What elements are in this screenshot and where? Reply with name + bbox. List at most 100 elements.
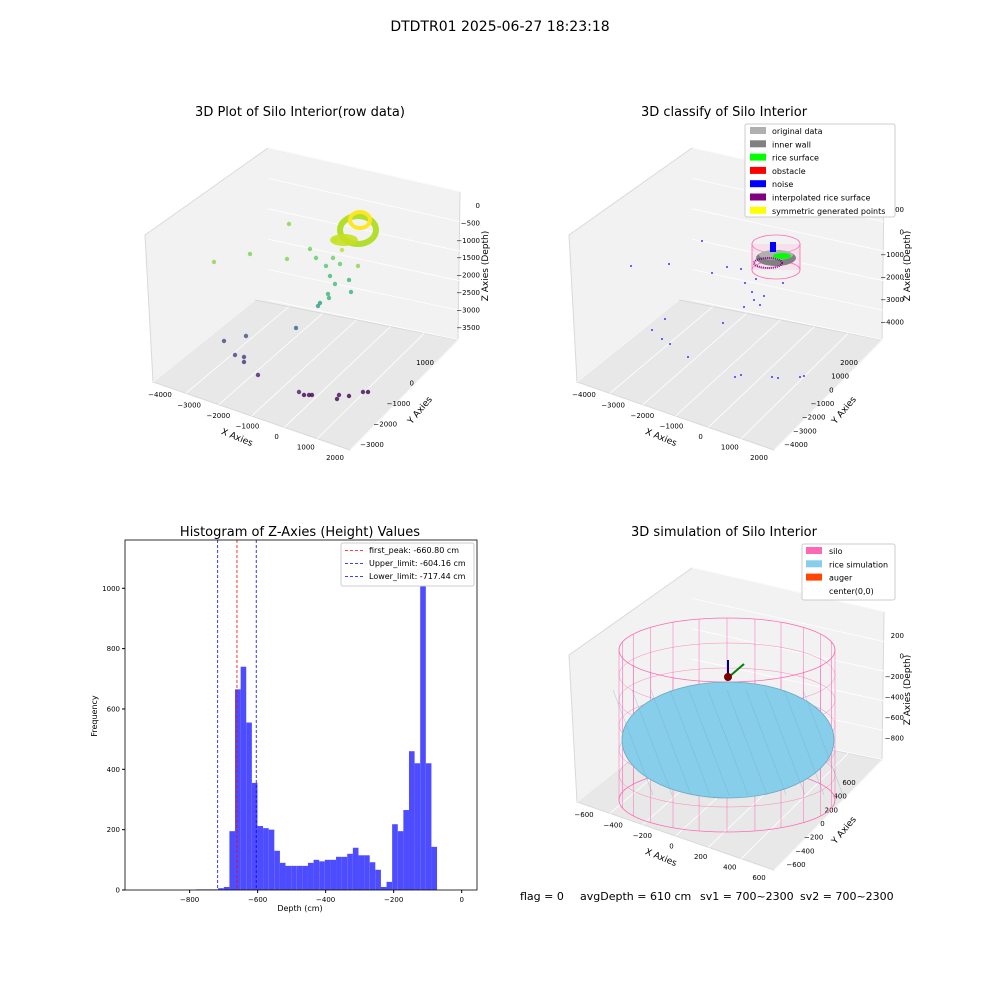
histogram-bar bbox=[403, 810, 409, 890]
plot2-noise-point bbox=[630, 265, 632, 267]
plot1-point-cluster bbox=[337, 213, 379, 247]
plot2-grid-line bbox=[773, 339, 883, 451]
plot1-point bbox=[307, 246, 313, 252]
plot1-xtick: 1000 bbox=[297, 444, 315, 452]
histogram-bar bbox=[420, 556, 426, 890]
plot4-ztick: −400 bbox=[885, 694, 904, 702]
plot2-ytick: 2000 bbox=[840, 359, 858, 367]
histogram-bar bbox=[364, 855, 370, 890]
histogram-bar bbox=[352, 847, 359, 890]
plot1-xtick: 2000 bbox=[326, 454, 344, 462]
plot1-grid-line bbox=[267, 178, 461, 222]
plot2-noise-point bbox=[722, 322, 724, 324]
plot1-xlabel: X Axies bbox=[219, 427, 254, 449]
plot1-ytick: −1000 bbox=[387, 400, 411, 408]
plot2-grid-line bbox=[708, 326, 815, 428]
histogram-bar bbox=[397, 831, 404, 890]
plot4-xtick: 0 bbox=[669, 843, 673, 851]
plot2-title: 3D classify of Silo Interior bbox=[641, 105, 808, 120]
plot4-frame: −600−400−2000200400600−600−400−200020040… bbox=[568, 567, 904, 882]
plot2-noise-point bbox=[755, 278, 757, 280]
plot2-noise-point bbox=[763, 295, 765, 297]
plot2-ytick: −2000 bbox=[802, 414, 826, 422]
plot2-grid-line bbox=[576, 299, 680, 383]
plot4-grid-line bbox=[691, 658, 885, 702]
plot4-grid-line bbox=[691, 598, 885, 642]
histogram-bar bbox=[392, 824, 398, 890]
plot2-axes: −4000−3000−2000−1000010002000−4000−3000−… bbox=[568, 123, 904, 462]
plot2-noise-point bbox=[799, 376, 801, 378]
plot1-ytick: −3000 bbox=[360, 441, 384, 449]
plot2-legend: original data inner wall rice surface obsta… bbox=[744, 123, 896, 218]
plot1-ztick: −1000 bbox=[456, 237, 480, 245]
plot1-ztick: 0 bbox=[476, 202, 480, 210]
plot4-center-point bbox=[724, 673, 732, 681]
plot1-grid-line bbox=[267, 147, 461, 193]
plot4-legend-entry: center(0,0) bbox=[829, 587, 874, 596]
plot2-legend-swatch bbox=[750, 180, 766, 188]
plot1-point bbox=[365, 389, 371, 395]
plot4-legend-entry: auger bbox=[829, 574, 853, 583]
histogram-bar bbox=[246, 722, 252, 890]
histogram-legend-entry: first_peak: -660.80 cm bbox=[369, 546, 459, 555]
plot2-interpolated-surface bbox=[753, 257, 783, 269]
plot2-grid-line bbox=[691, 299, 885, 341]
plot4-grid-line bbox=[691, 628, 885, 672]
plot2-noise-point bbox=[771, 376, 773, 378]
plot2-noise-cluster bbox=[770, 242, 776, 252]
histogram-ytick: 400 bbox=[107, 766, 120, 774]
plot4-xtick: −200 bbox=[633, 832, 652, 840]
plot1-ztick: −3500 bbox=[456, 324, 480, 332]
plot1-point bbox=[346, 277, 352, 283]
plot2-noise-point bbox=[734, 376, 736, 378]
plot1-point bbox=[247, 251, 253, 257]
plot2-xtick: 2000 bbox=[750, 454, 768, 462]
histogram-bar bbox=[302, 865, 308, 890]
plot2-legend-entry: noise bbox=[772, 180, 793, 189]
footer-flag: flag = 0 bbox=[520, 890, 564, 903]
histogram-xtick: −200 bbox=[384, 896, 403, 904]
plot2-noise-point bbox=[753, 299, 755, 301]
plot4-ytick: 200 bbox=[825, 806, 838, 814]
plot4-ytick: −600 bbox=[786, 861, 805, 869]
plot1-ztick: −500 bbox=[461, 219, 480, 227]
plot4-ztick: −600 bbox=[885, 714, 904, 722]
plot1-point bbox=[286, 221, 292, 227]
plot4-xtick: −400 bbox=[604, 822, 623, 830]
plot1-point-cluster bbox=[348, 210, 372, 230]
histogram-bar bbox=[268, 829, 275, 890]
plot4-grid-line bbox=[691, 567, 885, 613]
plot2-legend-swatch bbox=[750, 153, 766, 161]
histogram-bar bbox=[251, 782, 258, 890]
plot2-rice-surface bbox=[773, 253, 791, 259]
plot1-grid-line bbox=[267, 238, 461, 282]
plot2-ytick: 0 bbox=[829, 386, 833, 394]
plot4-xtick: −600 bbox=[574, 811, 593, 819]
histogram-bar bbox=[313, 859, 320, 890]
plot4-legend-swatch bbox=[806, 573, 822, 581]
plot2-legend-swatch bbox=[750, 166, 766, 174]
plot2-ytick: −3000 bbox=[793, 427, 817, 435]
plot1-point bbox=[309, 392, 315, 398]
plot2-noise-point bbox=[668, 263, 670, 265]
footer-sv1: sv1 = 700~2300 bbox=[700, 890, 794, 903]
plot2-legend-entry: interpolated rice surface bbox=[772, 194, 870, 203]
plot1-grid-line bbox=[218, 313, 323, 405]
plot2-grid-line bbox=[675, 319, 781, 417]
plot4-rice-mesh bbox=[688, 689, 730, 796]
histogram-xtick: −400 bbox=[316, 896, 335, 904]
histogram-legend-entry: Upper_limit: -604.16 cm bbox=[369, 559, 466, 568]
plot1-ytick: 0 bbox=[410, 380, 414, 388]
plot1-point bbox=[327, 273, 333, 279]
plot1-ztick: −2000 bbox=[456, 272, 480, 280]
plot2-noise-point bbox=[711, 272, 713, 274]
histogram-axes: −800 −600 −400 −200 0 0 200 400 600 800 1000 first_… bbox=[102, 539, 478, 904]
plot4-legend-swatch bbox=[806, 547, 822, 554]
plot4-zlabel: Z Axies (Depth) bbox=[903, 655, 913, 726]
histogram-xtick: −600 bbox=[248, 896, 267, 904]
plot1-point bbox=[337, 261, 343, 267]
plot4-rice-mesh bbox=[650, 689, 692, 796]
histogram-bar bbox=[285, 865, 292, 890]
plot2-noise-point bbox=[701, 240, 703, 242]
plot1-grid-line bbox=[267, 299, 461, 341]
